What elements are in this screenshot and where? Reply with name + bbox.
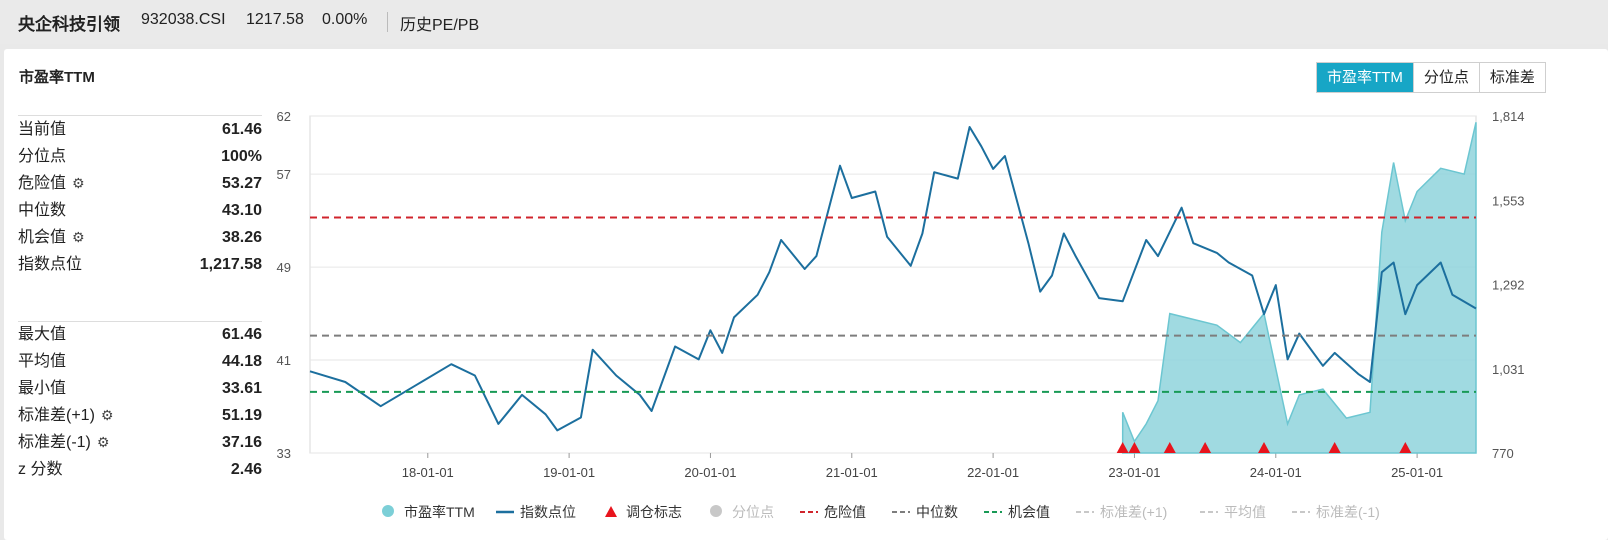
stat-value: 51.19 bbox=[221, 407, 262, 424]
segment-pe-ttm[interactable]: 市盈率TTM bbox=[1317, 63, 1413, 92]
stats-divider-middle bbox=[18, 321, 262, 322]
stat-value: 1,217.58 bbox=[199, 256, 262, 273]
stat-row: 标准差(-1) ⚙ 37.16 bbox=[18, 429, 262, 456]
metric-switcher: 市盈率TTM 分位点 标准差 bbox=[1316, 62, 1546, 93]
settings-gear-icon[interactable]: ⚙ bbox=[72, 229, 85, 245]
stat-row: 平均值 44.18 bbox=[18, 348, 262, 375]
stat-value: 43.10 bbox=[221, 202, 262, 219]
tab-history-pe-pb[interactable]: 历史PE/PB bbox=[400, 17, 480, 34]
segment-std-dev[interactable]: 标准差 bbox=[1478, 63, 1545, 92]
index-code: 932038.CSI bbox=[141, 11, 226, 28]
stat-label: 平均值 bbox=[18, 353, 67, 370]
stat-label: 最小值 bbox=[18, 380, 67, 397]
stats-divider-top bbox=[18, 115, 262, 116]
stat-row: z 分数 2.46 bbox=[18, 456, 262, 483]
stat-label: 指数点位 bbox=[18, 256, 83, 273]
stat-label: 危险值 ⚙ bbox=[18, 170, 85, 197]
stat-row: 危险值 ⚙ 53.27 bbox=[18, 170, 262, 197]
index-price: 1217.58 bbox=[246, 11, 304, 28]
index-name: 央企科技引领 bbox=[18, 15, 120, 34]
stat-label: z 分数 bbox=[18, 461, 63, 478]
stat-label: 标准差(-1) ⚙ bbox=[18, 429, 109, 456]
stats-summary: 最大值 61.46 平均值 44.18 最小值 33.61 标准差(+1) ⚙ 51.19 标准差… bbox=[18, 321, 262, 483]
settings-gear-icon[interactable]: ⚙ bbox=[96, 434, 110, 450]
top-bar: 央企科技引领 932038.CSI 1217.58 0.00% 历史PE/PB bbox=[0, 0, 1608, 44]
stat-label: 分位点 bbox=[18, 148, 67, 165]
stat-row: 分位点 100% bbox=[18, 143, 262, 170]
stat-row: 标准差(+1) ⚙ 51.19 bbox=[18, 402, 262, 429]
stat-row: 机会值 ⚙ 38.26 bbox=[18, 224, 262, 251]
stat-value: 61.46 bbox=[221, 326, 262, 343]
settings-gear-icon[interactable]: ⚙ bbox=[72, 175, 85, 191]
stat-value: 2.46 bbox=[230, 461, 262, 478]
stat-value: 61.46 bbox=[221, 121, 262, 138]
stat-value: 37.16 bbox=[221, 434, 262, 451]
stat-label: 当前值 bbox=[18, 121, 67, 138]
stat-value: 53.27 bbox=[221, 175, 262, 192]
stats-current: 当前值 61.46 分位点 100% 危险值 ⚙ 53.27 中位数 43.10 机会值 ⚙ 38.2… bbox=[18, 116, 262, 278]
stat-value: 38.26 bbox=[221, 229, 262, 246]
stat-label: 机会值 ⚙ bbox=[18, 224, 85, 251]
stat-row: 中位数 43.10 bbox=[18, 197, 262, 224]
header-divider bbox=[387, 12, 388, 32]
stat-label: 最大值 bbox=[18, 326, 67, 343]
index-change: 0.00% bbox=[322, 11, 368, 28]
stat-value: 33.61 bbox=[221, 380, 262, 397]
stat-label: 中位数 bbox=[18, 202, 67, 219]
valuation-panel: 市盈率TTM 市盈率TTM 分位点 标准差 当前值 61.46 分位点 100% 危险值… bbox=[4, 49, 1608, 540]
stat-label: 标准差(+1) ⚙ bbox=[18, 402, 113, 429]
stat-row: 指数点位 1,217.58 bbox=[18, 251, 262, 278]
panel-title: 市盈率TTM bbox=[19, 69, 95, 86]
settings-gear-icon[interactable]: ⚙ bbox=[100, 407, 114, 423]
stat-value: 100% bbox=[221, 148, 262, 165]
segment-percentile[interactable]: 分位点 bbox=[1412, 63, 1479, 92]
stat-row: 最小值 33.61 bbox=[18, 375, 262, 402]
stat-row: 最大值 61.46 bbox=[18, 321, 262, 348]
stat-row: 当前值 61.46 bbox=[18, 116, 262, 143]
stat-value: 44.18 bbox=[221, 353, 262, 370]
